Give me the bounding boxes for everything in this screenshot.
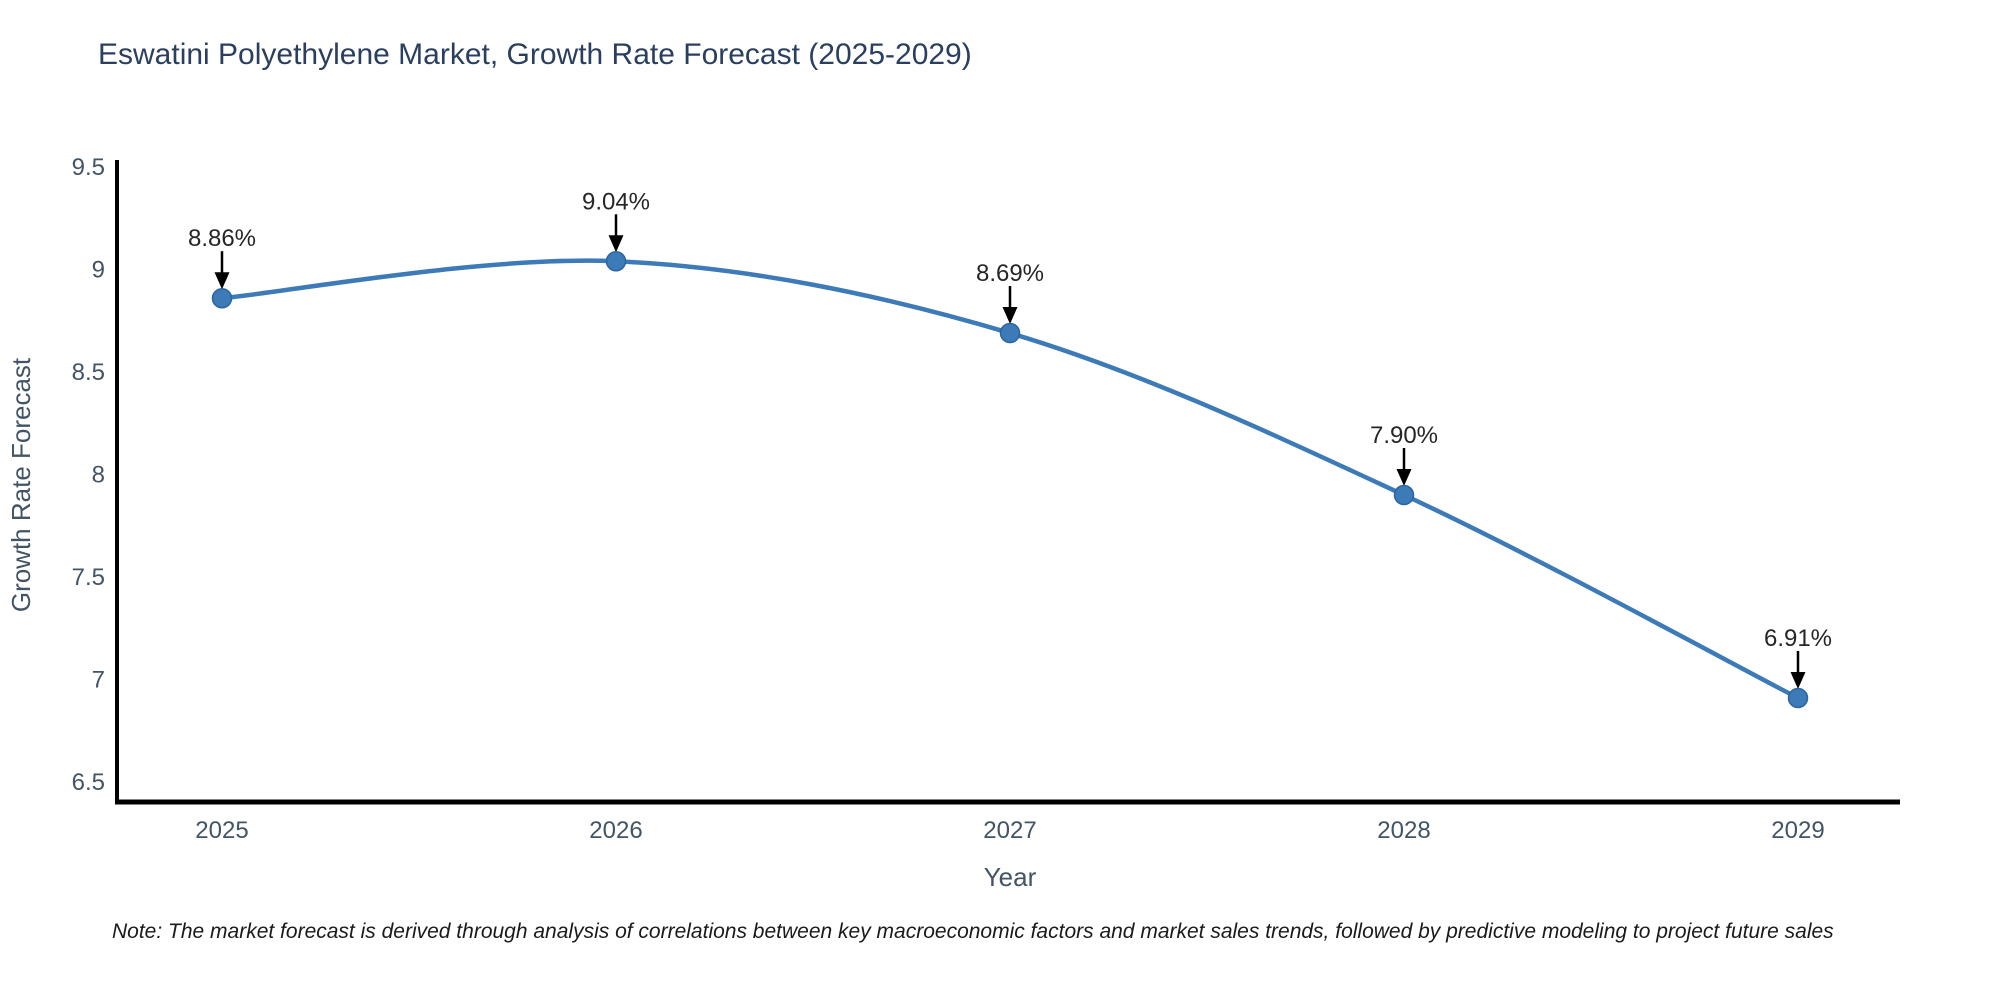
annotation-arrowhead bbox=[214, 272, 230, 290]
y-tick-label: 7 bbox=[92, 667, 105, 694]
plot-area: 6.5 7 7.5 8 8.5 9 9.5 2025 2026 2027 2028 2029 8.86%… bbox=[72, 154, 1900, 844]
annotation-arrowhead bbox=[1790, 671, 1806, 689]
x-tick-label: 2029 bbox=[1771, 817, 1824, 844]
x-tick-label: 2027 bbox=[983, 817, 1036, 844]
footnote: Note: The market forecast is derived thr… bbox=[112, 920, 1834, 943]
data-point-marker bbox=[1393, 484, 1415, 506]
y-axis-label: Growth Rate Forecast bbox=[6, 357, 36, 612]
data-point-marker bbox=[1787, 687, 1809, 709]
y-tick-label: 9 bbox=[92, 257, 105, 284]
x-tick-label: 2028 bbox=[1377, 817, 1430, 844]
y-tick-label: 9.5 bbox=[72, 154, 105, 181]
data-point-marker bbox=[211, 287, 233, 309]
annotation-arrowhead bbox=[1002, 307, 1018, 325]
y-tick-label: 8.5 bbox=[72, 359, 105, 386]
y-tick-label: 6.5 bbox=[72, 769, 105, 796]
point-annotation: 6.91% bbox=[1764, 625, 1832, 652]
point-annotation: 7.90% bbox=[1370, 422, 1438, 449]
data-point-marker bbox=[605, 251, 627, 272]
x-tick-label: 2026 bbox=[589, 817, 642, 844]
point-annotation: 9.04% bbox=[582, 188, 650, 215]
y-tick-label: 7.5 bbox=[72, 564, 105, 591]
data-point-marker bbox=[999, 322, 1021, 344]
x-tick-label: 2025 bbox=[195, 817, 248, 844]
chart-title: Eswatini Polyethylene Market, Growth Rat… bbox=[98, 38, 972, 71]
annotation-arrowhead bbox=[1396, 469, 1412, 486]
y-tick-label: 8 bbox=[92, 462, 105, 489]
x-axis-label: Year bbox=[984, 862, 1037, 892]
point-annotation: 8.86% bbox=[188, 225, 256, 252]
annotation-arrowhead bbox=[608, 235, 624, 253]
point-annotation: 8.69% bbox=[976, 260, 1044, 287]
